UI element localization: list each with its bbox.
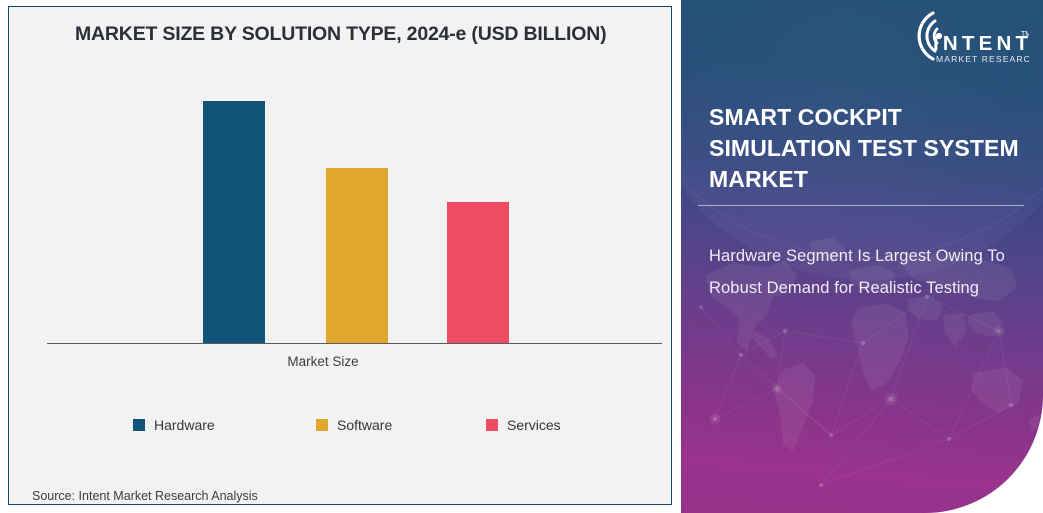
chart-legend: Hardware Software Services [9, 417, 673, 441]
signal-arc-icon [917, 11, 943, 61]
legend-item-software[interactable]: Software [316, 417, 392, 433]
logo-tagline: MARKET RESEARCH [936, 54, 1029, 64]
chart-card: MARKET SIZE BY SOLUTION TYPE, 2024-e (US… [8, 6, 672, 505]
x-axis-label: Market Size [9, 354, 673, 369]
legend-label-services: Services [507, 417, 561, 433]
intent-market-research-logo: INTENT TM MARKET RESEARCH [917, 11, 1029, 64]
bar-chart-plot [39, 67, 664, 344]
source-note: Source: Intent Market Research Analysis [32, 489, 258, 503]
logo-wordmark: INTENT [933, 32, 1029, 55]
legend-item-hardware[interactable]: Hardware [133, 417, 215, 433]
x-axis-label-text: Market Size [287, 354, 359, 369]
legend-label-software: Software [337, 417, 393, 433]
legend-swatch-services [486, 419, 498, 431]
legend-label-hardware: Hardware [154, 417, 215, 433]
panel-divider [698, 205, 1024, 206]
bar-services [447, 202, 509, 343]
logo-trademark: TM [1021, 31, 1029, 38]
panel-title: SMART COCKPIT SIMULATION TEST SYSTEM MAR… [709, 104, 1019, 192]
legend-swatch-software [316, 419, 328, 431]
x-axis-line [47, 343, 662, 344]
title-panel: INTENT TM MARKET RESEARCH SMART COCKPIT … [681, 0, 1043, 513]
chart-title: MARKET SIZE BY SOLUTION TYPE, 2024-e (US… [75, 23, 607, 45]
legend-swatch-hardware [133, 419, 145, 431]
bar-hardware [203, 101, 265, 343]
panel-arc-decoration [681, 0, 1043, 258]
bar-software [326, 168, 388, 343]
panel-subtitle: Hardware Segment Is Largest Owing To Rob… [709, 247, 1005, 297]
legend-item-services[interactable]: Services [486, 417, 561, 433]
world-map-decoration [699, 237, 1041, 487]
